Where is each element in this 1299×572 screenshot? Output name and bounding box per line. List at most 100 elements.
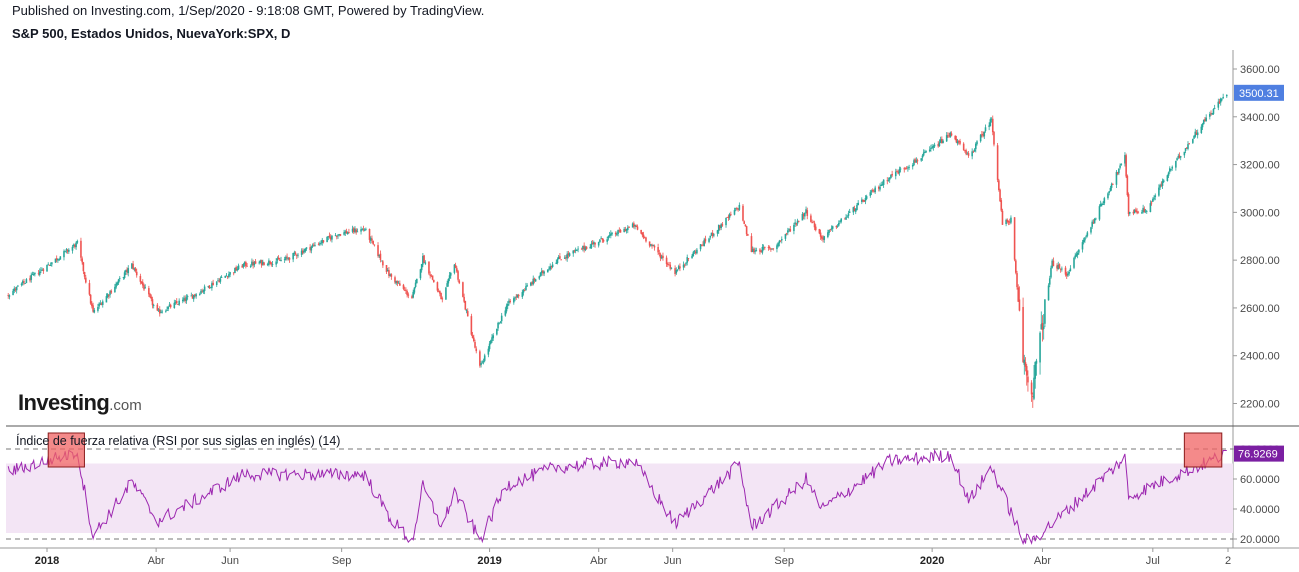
candle-body: [68, 249, 70, 252]
candle-body: [699, 244, 702, 250]
candle-body: [764, 246, 766, 248]
candle-body: [557, 256, 560, 260]
candle-body: [200, 290, 202, 294]
candle-body: [64, 250, 66, 252]
candle-body: [463, 296, 465, 302]
candle-body: [694, 251, 697, 254]
candle-body: [657, 247, 659, 253]
candle-body: [499, 321, 502, 323]
candle-body: [497, 322, 499, 329]
candle-body: [1042, 326, 1045, 330]
candle-body: [93, 309, 96, 313]
candle-body: [538, 276, 541, 279]
candle-body: [750, 236, 753, 252]
candle-body: [1031, 396, 1034, 397]
candle-body: [414, 282, 417, 288]
candle-body: [959, 140, 961, 144]
candle-body: [143, 285, 145, 290]
candle-body: [962, 143, 965, 151]
candle-body: [91, 303, 93, 307]
candle-body: [543, 271, 545, 274]
candle-body: [29, 278, 31, 281]
candle-body: [135, 271, 138, 276]
candlestick-series: [7, 93, 1228, 408]
rsi-last-value-tag: [1234, 445, 1284, 462]
candle-body: [710, 232, 713, 236]
candle-body: [152, 305, 155, 307]
candle-body: [856, 204, 858, 210]
candle-body: [1162, 180, 1165, 182]
candle-body: [465, 310, 468, 312]
candle-body: [320, 242, 322, 244]
candle-body: [559, 256, 561, 259]
date-tick-label: Abr: [1034, 555, 1051, 567]
price-axis: 2200.00 2400.00 2600.00 2800.00 3000.00 3200.…: [1233, 64, 1284, 411]
candle-body: [402, 284, 405, 289]
candle-body: [436, 282, 439, 291]
candle-body: [51, 262, 53, 265]
candle-body: [1195, 132, 1198, 135]
candle-body: [679, 266, 681, 269]
candle-body: [262, 261, 264, 265]
candle-body: [515, 296, 518, 298]
candle-body: [641, 232, 644, 236]
candle-body: [928, 149, 931, 152]
candle-body: [905, 167, 908, 169]
candle-body: [623, 228, 625, 233]
candle-body: [828, 229, 830, 233]
candle-body: [737, 208, 739, 210]
candle-body: [504, 310, 507, 316]
candle-body: [1039, 332, 1041, 363]
candle-body: [1159, 185, 1161, 188]
candle-body: [721, 224, 724, 226]
candle-body: [862, 199, 864, 202]
candle-body: [542, 270, 544, 274]
candle-body: [864, 198, 867, 202]
candle-body: [275, 261, 277, 265]
candle-body: [139, 276, 142, 282]
candle-body: [888, 177, 891, 180]
candle-body: [368, 229, 371, 240]
candle-body: [606, 239, 608, 242]
candle-body: [149, 294, 151, 298]
candle-body: [339, 234, 342, 236]
candle-body: [481, 362, 484, 364]
candle-body: [812, 221, 815, 223]
candle-body: [1025, 366, 1028, 376]
candle-body: [390, 274, 393, 277]
candle-body: [563, 257, 566, 259]
rsi-highlight-box: [1183, 432, 1223, 468]
candle-body: [726, 216, 729, 218]
candle-body: [151, 299, 154, 306]
candle-body: [74, 244, 76, 248]
candle-body: [869, 192, 872, 196]
candle-body: [914, 159, 916, 163]
candle-body: [134, 268, 137, 272]
candle-body: [593, 242, 595, 245]
candle-body: [835, 225, 838, 228]
candle-body: [1027, 376, 1029, 383]
candle-body: [898, 168, 901, 174]
price-tick-label: 2800.00: [1240, 255, 1280, 267]
candle-body: [955, 139, 958, 143]
candle-body: [168, 304, 171, 306]
candle-body: [845, 217, 847, 220]
candle-body: [186, 296, 189, 298]
candle-body: [1211, 113, 1214, 115]
candle-body: [836, 225, 839, 227]
candle-body: [624, 229, 627, 232]
candle-body: [123, 272, 126, 278]
candle-body: [101, 301, 104, 305]
candle-body: [660, 256, 663, 259]
candle-body: [1007, 221, 1010, 223]
candle-body: [636, 226, 639, 230]
candle-body: [550, 266, 553, 267]
candle-body: [903, 168, 906, 170]
candle-body: [610, 233, 612, 236]
candle-body: [412, 291, 414, 298]
candle-body: [1126, 175, 1129, 196]
candle-body: [304, 248, 307, 252]
candle-body: [1141, 212, 1143, 214]
candle-body: [326, 236, 328, 243]
candle-body: [54, 258, 57, 263]
